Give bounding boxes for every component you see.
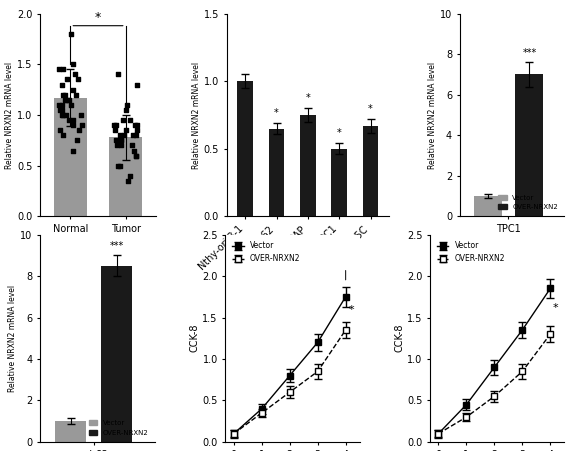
- Point: [68, 116, 78, 124]
- Point: [121, 127, 130, 134]
- Point: [78, 122, 87, 129]
- Point: [59, 111, 68, 119]
- Point: [54, 101, 63, 109]
- Point: [63, 96, 72, 103]
- Point: [131, 122, 140, 129]
- Point: [65, 96, 74, 103]
- Point: [64, 116, 74, 124]
- Point: [61, 96, 70, 103]
- Point: [132, 152, 141, 159]
- Point: [116, 132, 125, 139]
- Bar: [101, 266, 132, 442]
- Point: [117, 142, 126, 149]
- Point: [61, 91, 70, 98]
- Point: [68, 61, 77, 68]
- Bar: [363, 126, 378, 216]
- Point: [66, 101, 75, 109]
- Legend: Vector, OVER-NRXN2: Vector, OVER-NRXN2: [229, 238, 303, 266]
- Bar: [474, 196, 502, 216]
- Point: [114, 162, 123, 170]
- Text: *: *: [348, 305, 354, 315]
- Bar: [238, 81, 253, 216]
- Point: [58, 91, 67, 98]
- Point: [61, 111, 70, 119]
- Point: [110, 122, 119, 129]
- Point: [111, 137, 120, 144]
- Point: [71, 91, 80, 98]
- Point: [73, 137, 82, 144]
- Bar: [269, 129, 284, 216]
- Y-axis label: Relative NRXN2 mRNA level: Relative NRXN2 mRNA level: [428, 61, 437, 169]
- Y-axis label: Relative NRXN2 mRNA level: Relative NRXN2 mRNA level: [192, 61, 201, 169]
- Point: [58, 132, 67, 139]
- Y-axis label: Relative NRXN2 mRNA level: Relative NRXN2 mRNA level: [5, 61, 14, 169]
- Text: *: *: [95, 11, 101, 23]
- Legend: Vector, OVER-NRXN2: Vector, OVER-NRXN2: [434, 238, 508, 266]
- Point: [125, 172, 135, 179]
- Text: *: *: [368, 104, 373, 114]
- Legend: Vector, OVER-NRXN2: Vector, OVER-NRXN2: [86, 417, 152, 438]
- Y-axis label: Relative NRXN2 mRNA level: Relative NRXN2 mRNA level: [8, 285, 17, 392]
- Point: [125, 116, 135, 124]
- Bar: [109, 137, 142, 216]
- Point: [66, 30, 75, 37]
- Point: [77, 111, 86, 119]
- Point: [119, 116, 128, 124]
- Point: [112, 142, 121, 149]
- Point: [120, 132, 129, 139]
- Bar: [300, 115, 316, 216]
- Bar: [331, 149, 347, 216]
- Text: ***: ***: [522, 48, 536, 58]
- Point: [115, 162, 124, 170]
- Bar: [515, 74, 543, 216]
- Point: [123, 101, 132, 109]
- Point: [55, 66, 64, 73]
- Point: [74, 76, 83, 83]
- Point: [121, 106, 131, 114]
- Point: [55, 106, 64, 114]
- Text: *: *: [337, 128, 341, 138]
- Point: [124, 177, 133, 184]
- Legend: Vector, OVER-NRXN2: Vector, OVER-NRXN2: [496, 192, 561, 213]
- Text: (b): (b): [300, 294, 316, 304]
- Point: [75, 127, 84, 134]
- Text: (c): (c): [504, 261, 519, 271]
- Point: [131, 152, 140, 159]
- Point: [129, 147, 139, 154]
- Point: [111, 122, 120, 129]
- Point: [68, 147, 78, 154]
- Point: [113, 71, 123, 78]
- Point: [68, 86, 78, 93]
- Text: *: *: [274, 108, 279, 118]
- Text: ***: ***: [109, 241, 124, 251]
- Point: [58, 101, 67, 109]
- Point: [57, 106, 66, 114]
- Point: [59, 66, 68, 73]
- Y-axis label: CCK-8: CCK-8: [394, 324, 404, 353]
- Point: [128, 142, 137, 149]
- Point: [116, 137, 125, 144]
- Point: [132, 122, 141, 129]
- Point: [71, 71, 80, 78]
- Bar: [54, 98, 87, 216]
- Text: (a): (a): [90, 261, 106, 271]
- Point: [117, 137, 126, 144]
- Bar: [55, 421, 86, 442]
- Point: [129, 132, 138, 139]
- Point: [132, 132, 141, 139]
- Point: [133, 81, 142, 88]
- Y-axis label: CCK-8: CCK-8: [189, 324, 200, 353]
- Point: [68, 122, 78, 129]
- Point: [58, 81, 67, 88]
- Point: [55, 127, 64, 134]
- Point: [63, 76, 72, 83]
- Point: [110, 127, 119, 134]
- Text: *: *: [306, 93, 310, 103]
- Point: [132, 127, 141, 134]
- Text: *: *: [553, 303, 559, 313]
- Point: [58, 111, 67, 119]
